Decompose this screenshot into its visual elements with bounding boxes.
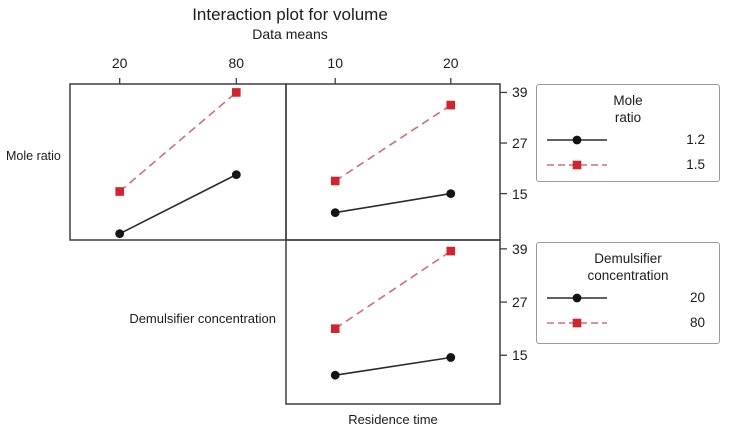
chart-subtitle: Data means [252,26,328,42]
data-point-square [115,187,124,196]
data-point-circle [330,208,340,217]
data-point-square [446,100,456,110]
legend-entry: 1.2 [537,128,719,151]
y-tick-label: 15 [512,347,528,364]
legend-entry: 20 [537,286,719,309]
series-line-80 [334,250,452,330]
data-point-circle [446,353,456,362]
y-tick-label: 39 [512,84,528,101]
legend-marker-square [572,160,582,169]
legend-mole-ratio: Mole ratio 1.2 1.5 [536,84,720,182]
panel-demulsifier-concentration-vs-residence-time [285,239,501,405]
chart-title: Interaction plot for volume [192,5,388,24]
row-label-mole-ratio: Mole ratio [6,149,61,163]
y-tick-label: 15 [512,185,528,202]
y-tick-label: 27 [512,294,528,311]
y-tick-label: 27 [512,135,528,152]
series-line-1.2 [119,173,237,235]
legend-marker-circle [572,293,582,302]
data-point-square [446,246,456,256]
series-line-20 [335,356,451,376]
series-line-1.5 [334,104,452,182]
series-line-1.2 [335,192,451,214]
legend-title-line: concentration [587,268,669,283]
legend-swatch [547,160,607,169]
x-tick-label: 10 [327,55,343,71]
data-point-circle [231,170,241,180]
data-point-circle [446,189,456,199]
x-tick-label: 80 [228,55,245,71]
panel-mole-ratio-vs-residence-time [285,83,501,241]
legend-entry: 80 [537,311,719,334]
legend-title: Demulsifier concentration [537,250,719,284]
legend-marker-square [572,318,582,327]
data-point-square [330,176,340,186]
data-point-circle [330,370,340,380]
legend-swatch [547,135,607,144]
y-tick-label: 39 [512,240,528,257]
legend-demulsifier-concentration: Demulsifier concentration 20 80 [536,242,720,344]
legend-title-line: Demulsifier [594,251,662,266]
data-point-square [330,324,340,333]
series-line-1.5 [119,91,237,193]
x-tick-label: 20 [111,55,128,71]
data-point-square [232,88,241,97]
x-axis-label-residence-time: Residence time [348,412,438,427]
legend-entry-label: 20 [689,290,705,305]
legend-swatch [547,318,607,327]
row-label-demulsifier-concentration: Demulsifier concentration [129,311,276,326]
legend-entry: 1.5 [537,153,719,176]
legend-entry-label: 80 [689,315,705,330]
legend-title: Mole ratio [537,92,719,126]
legend-swatch [547,293,607,302]
x-tick-label: 20 [442,55,459,71]
data-point-circle [115,229,125,239]
legend-entry-label: 1.2 [686,132,705,147]
legend-title-line: ratio [614,110,642,125]
legend-entry-label: 1.5 [686,157,705,172]
legend-title-line: Mole [613,93,643,108]
legend-marker-circle [572,135,582,144]
panel-mole-ratio-vs-demulsifier-concentration [69,83,287,241]
